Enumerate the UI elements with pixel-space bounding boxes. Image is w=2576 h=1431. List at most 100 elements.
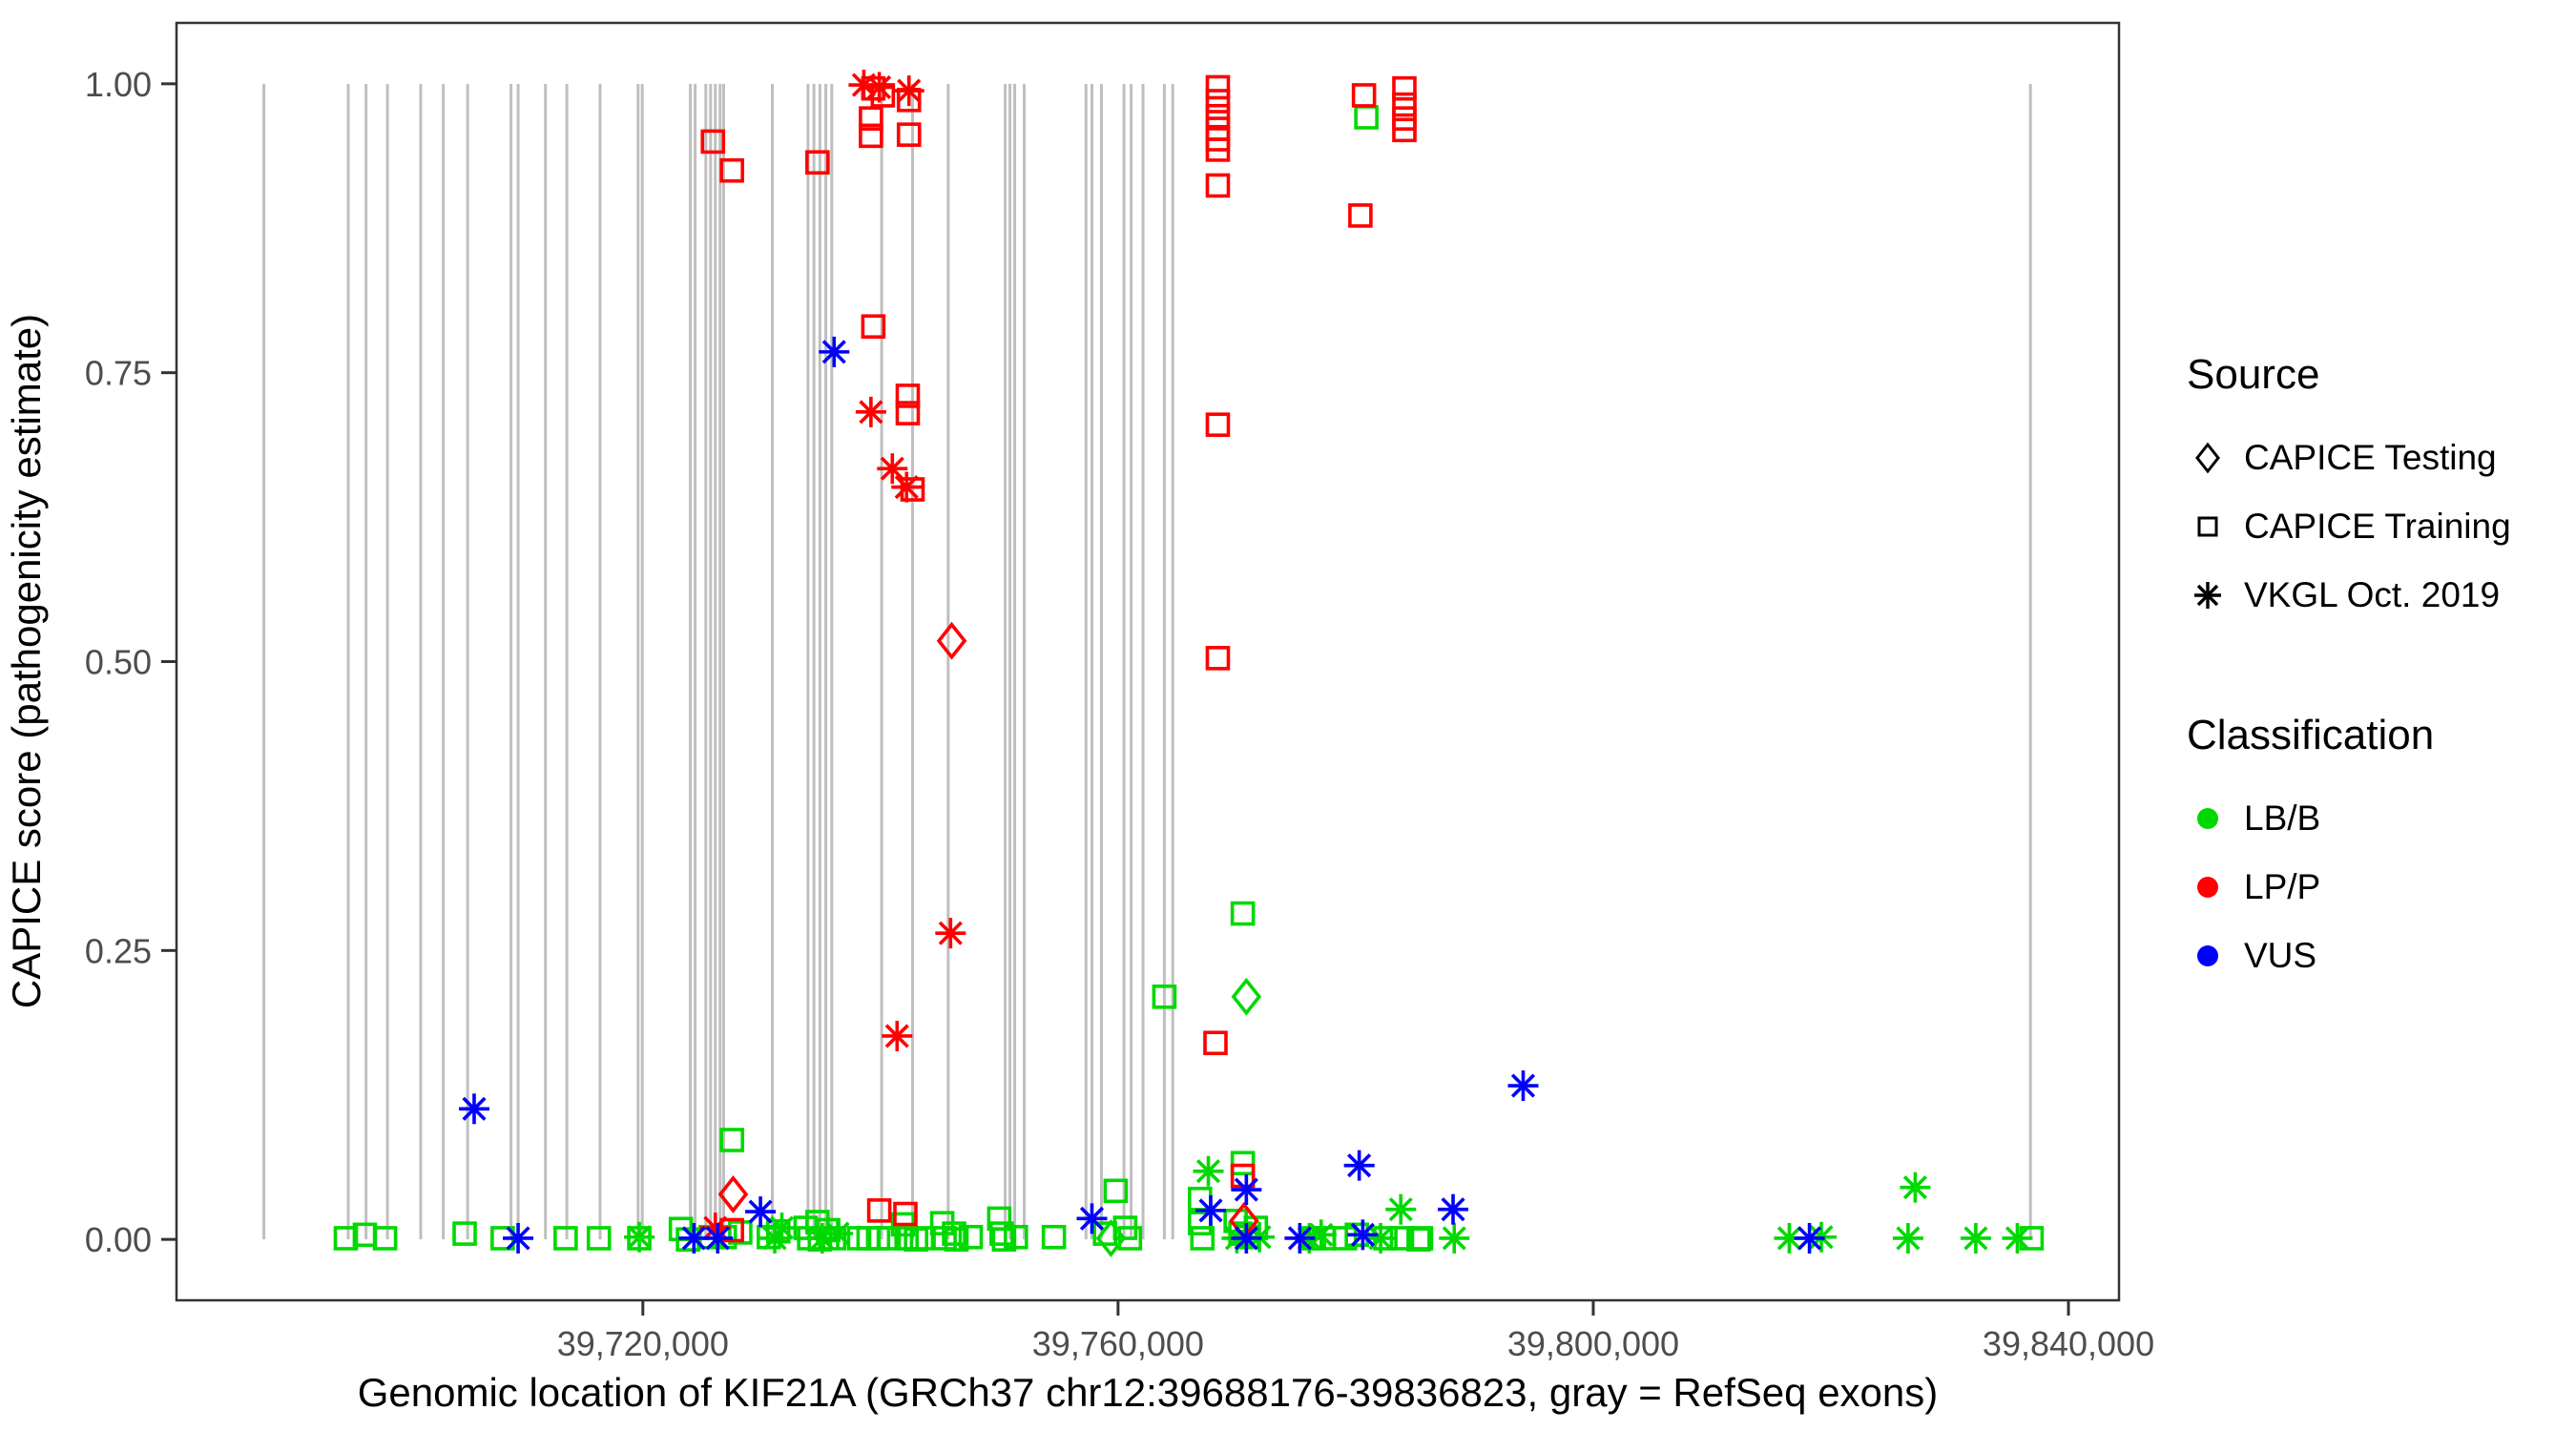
data-point-square [1190,1226,1215,1251]
data-point-asterisk [1231,1174,1262,1206]
y-tick-label: 0.75 [85,354,152,393]
asterisk-arm [1198,1198,1223,1223]
data-point-asterisk [1347,1219,1379,1251]
data-point-square [870,83,896,108]
data-point-square [1103,1178,1129,1204]
data-point-square [895,401,921,425]
asterisk-arm [1963,1226,1988,1251]
legend-item-lbb: LB/B [2187,784,2559,853]
data-point-square [1230,1151,1256,1176]
data-point-asterisk [822,1218,854,1250]
asterisk-arm [1350,1222,1375,1247]
data-point-asterisk [624,1221,655,1253]
legend-item-label: VKGL Oct. 2019 [2244,575,2501,614]
data-point-asterisk [1794,1222,1825,1254]
asterisk-arm [825,1221,850,1246]
data-point-asterisk [702,1222,734,1254]
data-point-square [944,1227,969,1252]
asterisk-arm [1195,1159,1221,1184]
asterisk-arm [880,456,904,481]
data-point-square [1354,105,1379,130]
square-open-icon [2197,516,2218,537]
data-point-square [1205,89,1231,114]
asterisk-arm [506,1226,530,1251]
data-point-asterisk [1195,1194,1227,1226]
data-point-asterisk [819,336,850,367]
data-point-square [1205,74,1231,100]
data-point-square [893,1201,918,1227]
data-point-square [1152,984,1177,1009]
data-point-asterisk [891,471,923,503]
data-point-asterisk [745,1196,777,1228]
asterisk-arm [681,1226,706,1251]
data-point-asterisk [877,453,908,485]
data-point-square [1205,137,1231,162]
asterisk-arm [884,1024,909,1048]
legend-item-label: LB/B [2244,798,2321,838]
y-axis-title: CAPICE score (pathogenicity estimate) [4,314,49,1008]
asterisk-arm [1441,1197,1465,1222]
data-point-square [900,477,925,502]
data-point-square [1205,103,1231,129]
asterisk-arm [705,1226,730,1251]
x-tick-label: 39,720,000 [557,1324,729,1363]
asterisk-arm [703,1215,728,1240]
data-point-square [1408,1226,1434,1251]
asterisk-arm [1079,1206,1105,1231]
data-point-square [1230,1163,1256,1189]
data-point-square [719,1217,744,1243]
data-point-square [896,87,922,113]
data-point-square [989,1221,1014,1246]
data-point-asterisk [1892,1222,1923,1254]
data-point-square [1348,203,1373,228]
data-point-asterisk [458,1093,489,1125]
data-point-square [728,1220,753,1245]
legend-source-block: Source CAPICE Testing CAPICE Training [2187,351,2559,630]
legend-classification-block: Classification LB/B LP/P VUS [2187,712,2559,990]
blue-dot-icon [2197,945,2218,966]
legend-item-label: CAPICE Testing [2244,438,2497,477]
data-point-square [958,1224,984,1250]
red-dot-icon [2197,877,2218,898]
x-axis-title: Genomic location of KIF21A (GRCh37 chr12… [358,1370,1939,1415]
data-point-square [1203,1030,1228,1056]
data-point-square [333,1226,359,1251]
data-point-square [861,314,886,340]
data-point-square [805,150,830,176]
data-point-square [1389,1226,1415,1251]
diamond-open-icon [2195,442,2220,474]
asterisk-arm [2005,1226,2030,1251]
data-point-asterisk [1960,1222,1991,1254]
data-point-asterisk [1305,1219,1337,1251]
data-point-square [1205,173,1231,198]
legend-item-vus: VUS [2187,922,2559,990]
asterisk-arm [627,1225,652,1250]
data-point-square [372,1226,398,1251]
data-point-square [859,123,883,149]
asterisk-arm [859,400,883,425]
asterisk-arm [769,1215,795,1240]
chart-layer: 39,720,000 39,760,000 39,800,000 39,840,000… [85,65,2154,1363]
data-point-asterisk [1507,1070,1539,1102]
data-point-asterisk [1385,1193,1417,1225]
x-tick-label: 39,760,000 [1032,1324,1204,1363]
asterisk-arm [938,921,963,945]
data-point-square [1205,646,1231,671]
data-point-square [1205,412,1231,437]
data-point-square [719,157,744,183]
data-point-diamond [717,1175,749,1213]
data-point-square [1351,83,1377,108]
data-point-square [452,1221,477,1246]
data-point-asterisk [1438,1193,1469,1225]
asterisk-arm [1287,1226,1312,1251]
asterisk-arm [1797,1226,1822,1251]
asterisk-arm [1347,1153,1372,1178]
data-point-asterisk [806,1222,838,1254]
data-point-asterisk [503,1222,534,1254]
data-point-asterisk [935,918,966,949]
x-tick-label: 39,840,000 [1983,1324,2154,1363]
legend: Source CAPICE Testing CAPICE Training [2187,351,2559,990]
data-point-square [1373,1226,1398,1251]
asterisk-arm [462,1096,487,1121]
